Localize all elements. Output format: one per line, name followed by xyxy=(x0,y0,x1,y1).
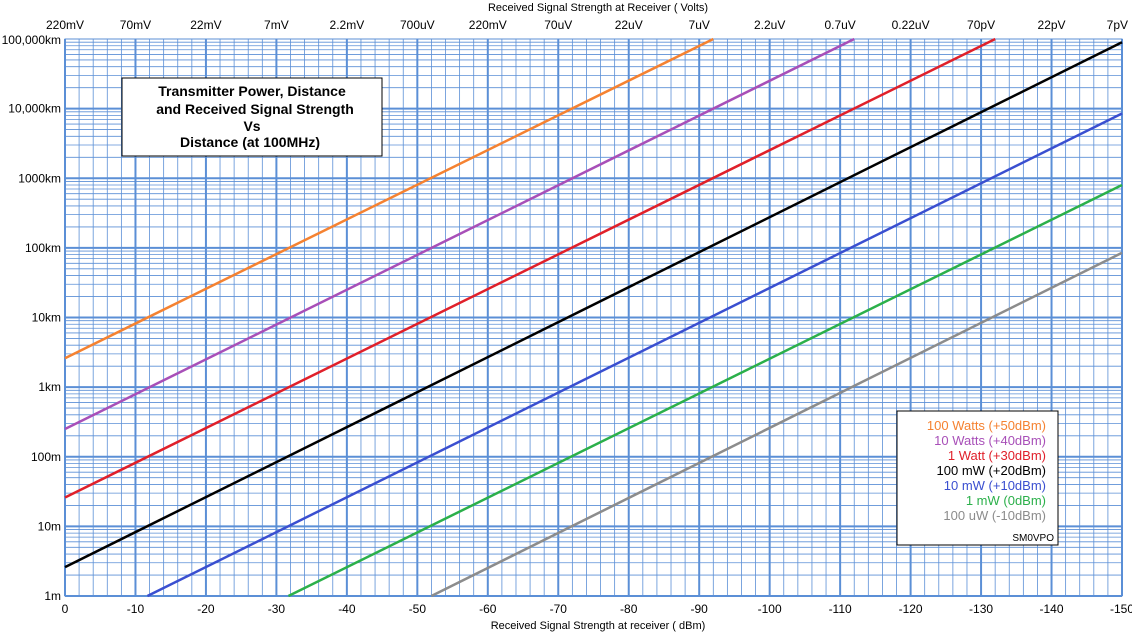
x-axis-title: Received Signal Strength at receiver ( d… xyxy=(491,620,706,632)
top-axis-title: Received Signal Strength at Receiver ( V… xyxy=(488,2,708,14)
x-tick-label: -40 xyxy=(338,602,356,616)
series-lines xyxy=(64,37,1123,598)
legend-entry-5: 10 mW (+10dBm) xyxy=(944,478,1046,493)
top-tick-label: 22pV xyxy=(1038,18,1066,32)
x-tick-label: -130 xyxy=(969,602,993,616)
top-tick-label: 70uV xyxy=(544,18,572,32)
x-tick-label: -150 xyxy=(1110,602,1132,616)
credit-label: SM0VPO xyxy=(1012,533,1054,544)
top-tick-label: 7pV xyxy=(1107,18,1128,32)
title-line-4: Distance (at 100MHz) xyxy=(180,134,320,150)
y-tick-label: 10,000km xyxy=(8,102,61,116)
legend-entry-7: 100 uW (-10dBm) xyxy=(943,508,1046,523)
top-tick-label: 70mV xyxy=(120,18,151,32)
series-line-7 xyxy=(430,251,1123,598)
top-tick-labels: 220mV 70mV 22mV 7mV 2.2mV 700uV 220mV 70uV 22uV 7… xyxy=(46,18,1128,32)
series-line-4 xyxy=(64,41,1123,569)
title-box-border xyxy=(121,77,383,157)
top-tick-label: 7mV xyxy=(264,18,289,32)
x-tick-label: -50 xyxy=(409,602,427,616)
legend-entry-1: 100 Watts (+50dBm) xyxy=(927,418,1046,433)
top-tick-label: 22uV xyxy=(615,18,643,32)
x-tick-label: -90 xyxy=(691,602,709,616)
top-tick-label: 7uV xyxy=(689,18,710,32)
title-line-1: Transmitter Power, Distance xyxy=(158,83,346,99)
chart-title-box: Transmitter Power, Distance and Received… xyxy=(121,77,383,157)
x-tick-label: -20 xyxy=(197,602,215,616)
plot-frame xyxy=(64,38,1123,597)
y-tick-label: 1km xyxy=(38,380,61,394)
x-tick-label: -70 xyxy=(550,602,568,616)
x-tick-label: -30 xyxy=(268,602,286,616)
x-tick-label: -140 xyxy=(1040,602,1064,616)
y-tick-labels: 1m 10m 100m 1km 10km 100km 1000km 10,000km 100,0… xyxy=(2,33,61,603)
series-line-2 xyxy=(64,37,855,431)
x-tick-label: -60 xyxy=(479,602,497,616)
x-tick-labels: 0 -10 -20 -30 -40 -50 -60 -70 -80 -90 -100 -110 -120… xyxy=(62,602,1132,616)
legend-entry-6: 1 mW (0dBm) xyxy=(966,493,1046,508)
top-tick-label: 2.2uV xyxy=(754,18,785,32)
top-tick-label: 0.7uV xyxy=(824,18,855,32)
legend-entry-2: 10 Watts (+40dBm) xyxy=(934,433,1046,448)
x-tick-label: -120 xyxy=(899,602,923,616)
title-line-2: and Received Signal Strength xyxy=(156,101,354,117)
y-tick-label: 10km xyxy=(32,311,61,325)
top-tick-label: 2.2mV xyxy=(330,18,365,32)
x-tick-label: 0 xyxy=(62,602,69,616)
y-tick-label: 1000km xyxy=(18,171,61,185)
top-tick-label: 700uV xyxy=(400,18,435,32)
top-tick-label: 0.22uV xyxy=(892,18,930,32)
x-tick-label: -10 xyxy=(127,602,145,616)
y-tick-label: 100km xyxy=(25,241,61,255)
series-line-6 xyxy=(287,183,1123,598)
x-tick-label: -110 xyxy=(829,602,852,616)
series-line-5 xyxy=(146,112,1123,598)
top-tick-label: 220mV xyxy=(46,18,84,32)
top-tick-label: 70pV xyxy=(967,18,995,32)
legend-entry-4: 100 mW (+20dBm) xyxy=(937,463,1046,478)
x-tick-label: -80 xyxy=(620,602,638,616)
legend: 100 Watts (+50dBm)10 Watts (+40dBm)1 Wat… xyxy=(896,410,1059,546)
y-tick-label: 100m xyxy=(31,450,61,464)
y-tick-label: 1m xyxy=(44,589,61,603)
legend-box xyxy=(896,410,1059,546)
top-tick-label: 22mV xyxy=(190,18,221,32)
y-tick-label: 10m xyxy=(38,519,61,533)
legend-entry-3: 1 Watt (+30dBm) xyxy=(948,448,1046,463)
y-tick-label: 100,000km xyxy=(2,33,61,47)
top-tick-label: 220mV xyxy=(469,18,507,32)
series-line-1 xyxy=(64,37,714,360)
x-tick-label: -100 xyxy=(758,602,782,616)
title-line-3: Vs xyxy=(243,118,260,134)
series-line-3 xyxy=(64,37,996,499)
legend-entries: 100 Watts (+50dBm)10 Watts (+40dBm)1 Wat… xyxy=(927,418,1046,523)
